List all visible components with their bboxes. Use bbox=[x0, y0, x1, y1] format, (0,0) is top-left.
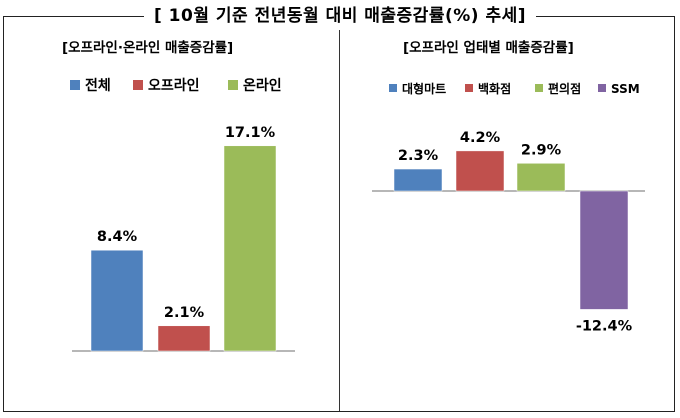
right-legend-label-3: 편의점 bbox=[548, 81, 581, 96]
left-data-label-3: 17.1% bbox=[225, 125, 276, 141]
left-data-label-1: 8.4% bbox=[97, 229, 138, 245]
figure-title-wrap: [ 10월 기준 전년동월 대비 매출증감률(%) 추세] bbox=[0, 4, 680, 30]
right-data-label-4: -12.4% bbox=[576, 318, 633, 334]
left-legend-label-1: 전체 bbox=[85, 77, 111, 94]
right-legend-label-4: SSM bbox=[611, 82, 640, 96]
right-data-label-3: 2.9% bbox=[521, 142, 562, 158]
left-legend-swatch-1 bbox=[70, 80, 80, 90]
right-legend-label-2: 백화점 bbox=[478, 81, 511, 96]
right-data-label-2: 4.2% bbox=[460, 130, 501, 146]
right-panel-title: [오프라인 업태별 매출증감률] bbox=[403, 40, 574, 56]
right-legend-swatch-3 bbox=[535, 84, 543, 92]
right-bar-2 bbox=[455, 150, 505, 192]
right-legend-swatch-1 bbox=[389, 84, 397, 92]
left-panel-title: [오프라인·온라인 매출증감률] bbox=[62, 40, 234, 56]
left-legend-swatch-3 bbox=[228, 80, 238, 90]
right-bar-4 bbox=[579, 190, 629, 310]
left-legend-label-3: 온라인 bbox=[243, 77, 282, 94]
left-legend-swatch-2 bbox=[133, 80, 143, 90]
left-bar-1 bbox=[90, 249, 144, 352]
panel-divider bbox=[339, 30, 340, 411]
right-bar-1 bbox=[393, 168, 443, 192]
right-legend-label-1: 대형마트 bbox=[402, 81, 446, 96]
left-bar-2 bbox=[157, 325, 211, 352]
left-legend-label-2: 오프라인 bbox=[148, 77, 200, 94]
left-data-label-2: 2.1% bbox=[164, 305, 205, 321]
left-bar-3 bbox=[223, 145, 277, 352]
right-data-label-1: 2.3% bbox=[398, 148, 439, 164]
right-legend-swatch-4 bbox=[598, 84, 606, 92]
right-bar-3 bbox=[516, 163, 566, 192]
right-legend-swatch-2 bbox=[465, 84, 473, 92]
figure-title: [ 10월 기준 전년동월 대비 매출증감률(%) 추세] bbox=[143, 4, 537, 28]
